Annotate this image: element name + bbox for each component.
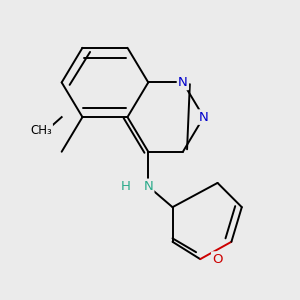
- Text: O: O: [212, 253, 223, 266]
- Text: H: H: [121, 180, 131, 193]
- Text: N: N: [178, 76, 188, 89]
- Text: N: N: [143, 180, 153, 193]
- Text: CH₃: CH₃: [30, 124, 52, 137]
- Text: N: N: [199, 111, 208, 124]
